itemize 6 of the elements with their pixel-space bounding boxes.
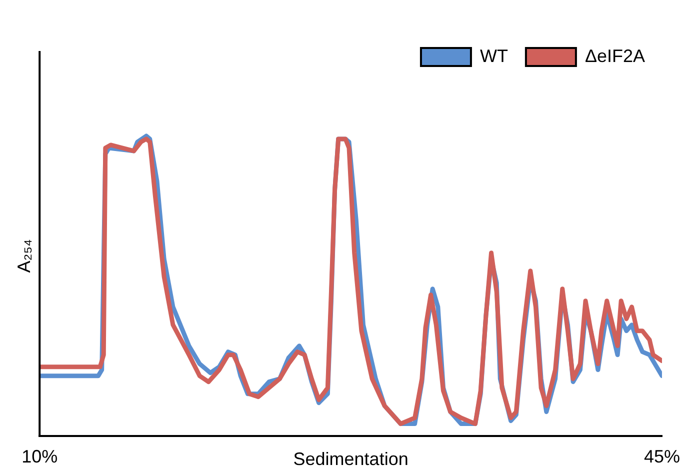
x-tick-label: 45% <box>644 446 680 467</box>
legend-label: WT <box>480 46 508 66</box>
x-tick-label: 10% <box>22 446 58 467</box>
x-axis-title: Sedimentation <box>293 449 408 470</box>
y-axis-title: A₂₅₄ <box>14 239 34 273</box>
legend-label: ΔeIF2A <box>584 46 645 66</box>
